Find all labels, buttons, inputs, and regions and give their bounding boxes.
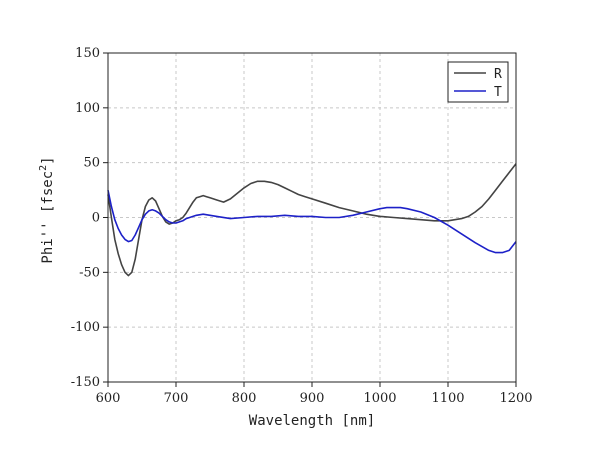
x-tick-label: 700 xyxy=(164,391,189,406)
series-line-r xyxy=(107,163,517,277)
y-tick-label: -50 xyxy=(79,265,100,280)
series-line-t xyxy=(107,189,517,254)
x-tick-label: 900 xyxy=(300,391,325,406)
x-tick-label: 1100 xyxy=(431,391,464,406)
x-tick-label: 1200 xyxy=(499,391,532,406)
y-tick-label: -150 xyxy=(71,375,100,390)
legend: R T xyxy=(447,61,509,103)
legend-box xyxy=(447,61,509,103)
y-tick-label: 150 xyxy=(75,46,100,61)
series-layer xyxy=(107,163,517,277)
plot-frame xyxy=(107,52,517,383)
y-tick-label: -100 xyxy=(71,320,100,335)
legend-label-t: T xyxy=(494,85,502,100)
y-axis-title: Phi'' [fsec2] xyxy=(38,156,56,263)
axis-ticks: 600 700 800 900 1000 1100 1200 -150 -100 -50 0 50 10… xyxy=(71,46,533,406)
y-tick-label: 50 xyxy=(83,156,100,171)
x-axis-title: Wavelength [nm] xyxy=(249,413,375,429)
y-axis-title-sup: 2 xyxy=(38,165,49,171)
y-tick-label: 100 xyxy=(75,101,100,116)
legend-label-r: R xyxy=(494,67,502,82)
y-tick-label: 0 xyxy=(92,211,100,226)
y-axis-title-suffix: ] xyxy=(40,156,56,164)
y-axis-title-prefix: Phi'' [fsec xyxy=(40,171,56,264)
x-tick-label: 1000 xyxy=(363,391,396,406)
x-tick-label: 800 xyxy=(232,391,257,406)
x-tick-label: 600 xyxy=(96,391,121,406)
